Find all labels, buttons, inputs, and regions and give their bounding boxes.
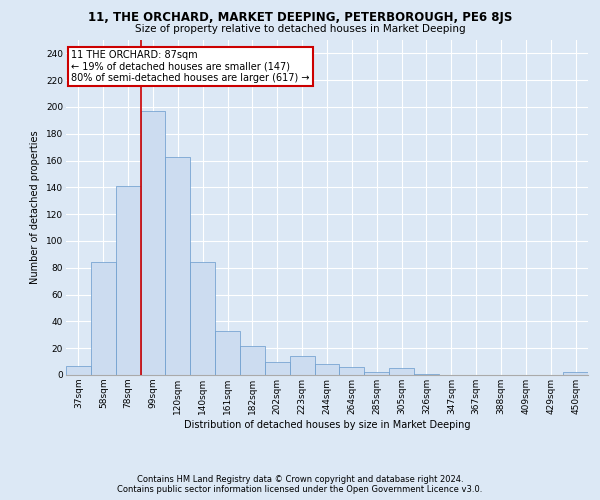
Bar xyxy=(190,262,215,375)
Bar xyxy=(563,372,588,375)
Bar xyxy=(116,186,140,375)
Bar xyxy=(240,346,265,375)
Bar xyxy=(364,372,389,375)
X-axis label: Distribution of detached houses by size in Market Deeping: Distribution of detached houses by size … xyxy=(184,420,470,430)
Text: 11, THE ORCHARD, MARKET DEEPING, PETERBOROUGH, PE6 8JS: 11, THE ORCHARD, MARKET DEEPING, PETERBO… xyxy=(88,12,512,24)
Bar xyxy=(166,156,190,375)
Bar xyxy=(215,331,240,375)
Bar xyxy=(389,368,414,375)
Y-axis label: Number of detached properties: Number of detached properties xyxy=(31,130,40,284)
Text: Contains HM Land Registry data © Crown copyright and database right 2024.
Contai: Contains HM Land Registry data © Crown c… xyxy=(118,474,482,494)
Bar xyxy=(290,356,314,375)
Text: 11 THE ORCHARD: 87sqm
← 19% of detached houses are smaller (147)
80% of semi-det: 11 THE ORCHARD: 87sqm ← 19% of detached … xyxy=(71,50,310,83)
Bar xyxy=(314,364,340,375)
Bar xyxy=(91,262,116,375)
Bar xyxy=(414,374,439,375)
Bar xyxy=(340,367,364,375)
Text: Size of property relative to detached houses in Market Deeping: Size of property relative to detached ho… xyxy=(134,24,466,34)
Bar xyxy=(66,366,91,375)
Bar xyxy=(140,111,166,375)
Bar xyxy=(265,362,290,375)
